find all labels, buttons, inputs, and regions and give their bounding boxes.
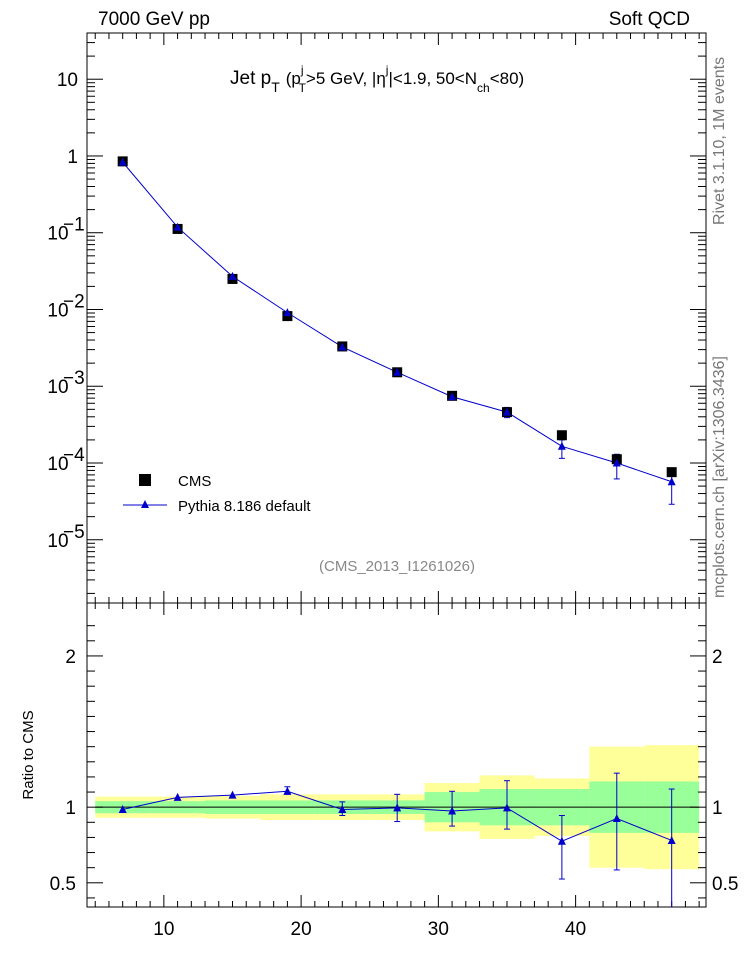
- pythia-point: [228, 271, 237, 280]
- y-tick-exponent: −1: [63, 215, 85, 236]
- plot-title-jet: Jet p: [230, 68, 271, 89]
- pythia-point: [118, 157, 127, 166]
- plot-title-open: (p: [286, 69, 301, 88]
- ratio-y-tick-label: 1: [65, 798, 76, 819]
- legend-label-cms: CMS: [178, 473, 211, 490]
- main-frame: [86, 32, 707, 604]
- ratio-pythia-point: [173, 792, 182, 801]
- ratio-y-tick-label-right: 0.5: [712, 874, 738, 895]
- process-label: Soft QCD: [609, 9, 690, 30]
- ratio-ylabel: Ratio to CMS: [20, 710, 37, 799]
- ratio-pythia-point: [667, 835, 676, 844]
- y-tick-exponent: −2: [63, 291, 85, 312]
- pythia-point: [448, 392, 457, 401]
- pythia-line: [122, 161, 672, 483]
- plot-title-eta: |<1.9, 50<N: [388, 69, 477, 88]
- plot-title-sub-t1: T: [271, 79, 280, 95]
- pythia-point: [612, 458, 621, 467]
- cms-point: [556, 430, 567, 441]
- energy-label: 7000 GeV pp: [98, 9, 210, 30]
- mcplots-label: mcplots.cern.ch [arXiv:1306.3436]: [711, 356, 728, 598]
- y-tick-exponent: −5: [63, 522, 85, 543]
- ratio-pythia-point: [557, 836, 566, 845]
- y-tick-label: 10: [47, 454, 68, 475]
- x-tick-label: 30: [428, 919, 449, 940]
- ratio-y-tick-label-right: 1: [712, 798, 723, 819]
- y-tick-label: 10: [57, 70, 78, 91]
- cms-point: [666, 467, 677, 478]
- legend-label-pythia: Pythia 8.186 default: [178, 498, 311, 515]
- pythia-point: [667, 477, 676, 486]
- ratio-y-tick-label: 0.5: [50, 874, 76, 895]
- ratio-pythia-point: [393, 803, 402, 812]
- y-tick-label: 1: [67, 147, 78, 168]
- legend-marker-cms: [139, 474, 151, 486]
- y-tick-label: 10: [47, 377, 68, 398]
- y-tick-label: 10: [47, 224, 68, 245]
- ratio-pythia-point: [448, 806, 457, 815]
- y-tick-label: 10: [47, 300, 68, 321]
- pythia-point: [173, 222, 182, 231]
- plot-title-close: <80): [490, 69, 525, 88]
- ratio-pythia-point: [612, 814, 621, 823]
- x-tick-label: 20: [291, 919, 312, 940]
- ratio-plot-panel: 10 20 30 40 2 2 1 1 0.5 0.5 Ratio to CMS: [20, 602, 738, 940]
- ratio-frame: [86, 602, 707, 908]
- ratio-pythia-point: [502, 803, 511, 812]
- pythia-point: [338, 342, 347, 351]
- ratio-pythia-point: [283, 786, 292, 795]
- rivet-label: Rivet 3.1.10, 1M events: [711, 57, 728, 225]
- y-tick-exponent: −4: [63, 445, 85, 466]
- pythia-point: [393, 367, 402, 376]
- plot-title-sup-j2: j: [385, 63, 389, 77]
- ratio-pythia-point: [338, 804, 347, 813]
- y-tick-exponent: −3: [63, 368, 85, 389]
- ratio-y-tick-label-right: 2: [712, 647, 723, 668]
- plot-title-sub-ch: ch: [477, 81, 490, 95]
- analysis-label: (CMS_2013_I1261026): [319, 558, 475, 575]
- pythia-point: [557, 441, 566, 450]
- pythia-point: [502, 407, 511, 416]
- legend: CMS Pythia 8.186 default: [123, 473, 311, 515]
- plot-title: Jet pT (pj T>5 GeV, |ηj|<1.9, 50<Nch<80): [230, 63, 524, 95]
- legend-marker-pythia: [141, 500, 149, 508]
- plot-title-sup-j1: j: [300, 63, 304, 77]
- pythia-point: [283, 308, 292, 317]
- ratio-y-tick-label: 2: [65, 647, 76, 668]
- y-tick-label: 10: [47, 531, 68, 552]
- ratio-pythia-point: [118, 804, 127, 813]
- x-tick-label: 10: [153, 919, 174, 940]
- x-tick-label: 40: [565, 919, 586, 940]
- plot-title-sub-t2: T: [299, 81, 307, 95]
- plot-title-gt5: >5 GeV, |η: [306, 69, 386, 88]
- ratio-pythia-point: [228, 790, 237, 799]
